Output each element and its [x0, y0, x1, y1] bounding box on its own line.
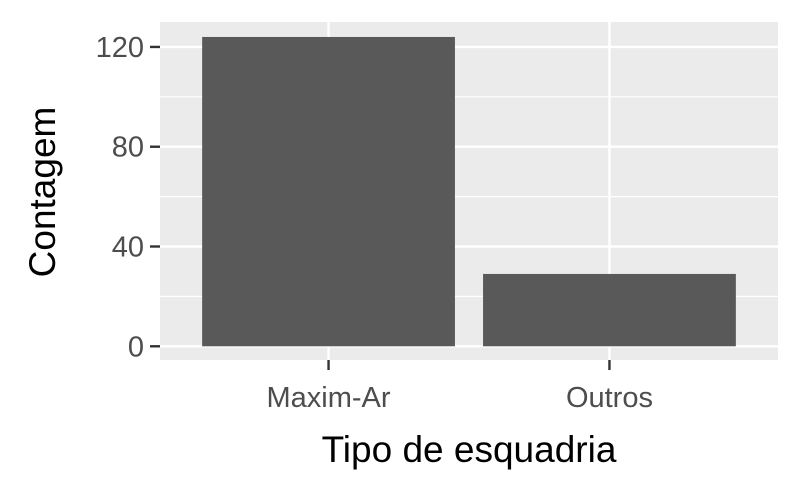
bars	[202, 36, 736, 347]
bar-outros	[483, 273, 736, 347]
x-axis: Maxim-Ar Outros	[267, 360, 653, 414]
y-tick-label: 0	[128, 331, 144, 363]
x-tick-label: Outros	[566, 382, 653, 414]
y-axis: 0 40 80 120	[96, 32, 160, 363]
x-tick-label: Maxim-Ar	[267, 382, 391, 414]
y-tick-label: 80	[112, 132, 144, 164]
y-tick-label: 40	[112, 232, 144, 264]
y-axis-title: Contagem	[22, 107, 63, 278]
bar-maxim-ar	[202, 36, 455, 347]
y-tick-label: 120	[96, 32, 144, 64]
x-axis-title: Tipo de esquadria	[322, 429, 617, 470]
